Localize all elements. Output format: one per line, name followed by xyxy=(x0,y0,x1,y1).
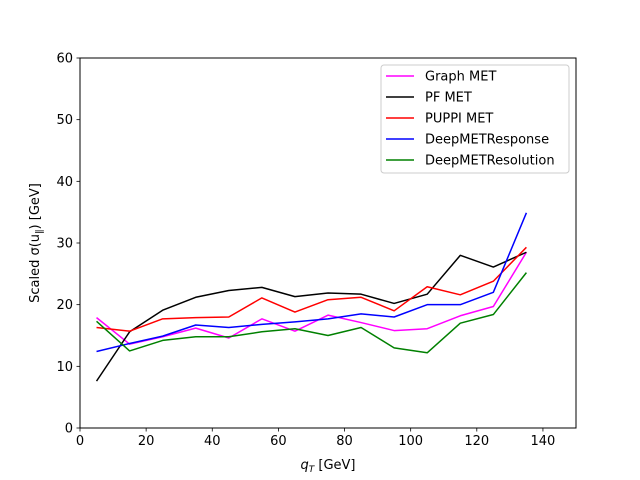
x-tick-label-7: 140 xyxy=(531,434,556,449)
series-line-3 xyxy=(96,212,528,353)
legend-label-3: DeepMETResponse xyxy=(425,133,549,148)
y-tick-label-5: 50 xyxy=(56,113,73,128)
y-tick-label-6: 60 xyxy=(56,52,73,67)
series-line-2 xyxy=(96,246,527,332)
y-tick-label-1: 10 xyxy=(56,360,73,375)
y-tick-label-0: 0 xyxy=(65,422,73,437)
y-axis-label: Scaled σ(u∥) [GeV] xyxy=(28,183,45,303)
legend-label-2: PUPPI MET xyxy=(425,112,493,127)
legend-frame xyxy=(380,64,570,174)
x-tick-label-6: 120 xyxy=(464,434,489,449)
x-tick-label-4: 80 xyxy=(336,434,353,449)
x-ticks: 0 20 40 60 80 100 120 140 xyxy=(76,428,555,449)
x-tick-label-1: 20 xyxy=(138,434,155,449)
x-axis-label: qT [GeV] xyxy=(300,458,355,475)
y-tick-label-3: 30 xyxy=(56,237,73,252)
legend-label-1: PF MET xyxy=(425,91,472,106)
y-tick-label-2: 20 xyxy=(56,298,73,313)
series-line-0 xyxy=(96,251,528,345)
legend: Graph MET PF MET PUPPI MET DeepMETResponse D… xyxy=(380,64,570,174)
series-line-4 xyxy=(96,272,527,354)
x-tick-label-2: 40 xyxy=(204,434,221,449)
x-tick-label-5: 100 xyxy=(398,434,423,449)
x-tick-label-0: 0 xyxy=(76,434,84,449)
series-line-1 xyxy=(95,251,527,382)
legend-label-4: DeepMETResolution xyxy=(425,154,555,169)
series-layer xyxy=(95,212,528,382)
y-ticks: 0 10 20 30 40 50 60 xyxy=(56,52,80,437)
x-tick-label-3: 60 xyxy=(270,434,287,449)
legend-label-0: Graph MET xyxy=(425,70,496,85)
y-tick-label-4: 40 xyxy=(56,175,73,190)
